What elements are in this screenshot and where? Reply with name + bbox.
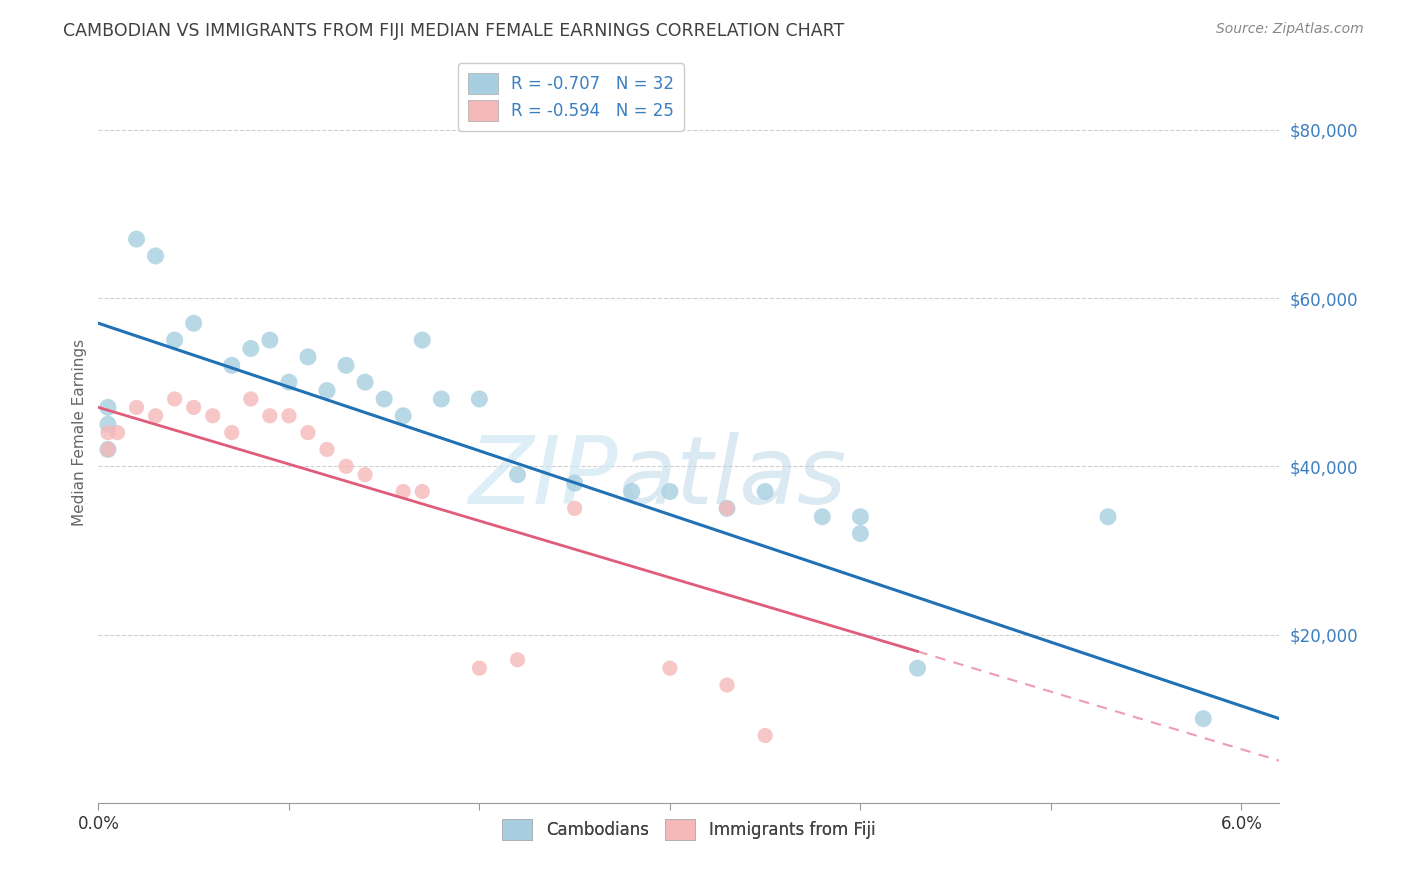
Point [97,401,120,415]
Point [392,409,415,423]
Point [411,333,433,347]
Point [468,661,491,675]
Point [239,342,262,356]
Point [754,484,776,499]
Point [183,401,205,415]
Text: Source: ZipAtlas.com: Source: ZipAtlas.com [1216,22,1364,37]
Point [316,384,339,398]
Point [239,392,262,406]
Point [125,232,148,246]
Point [411,484,433,499]
Point [316,442,339,457]
Point [849,526,872,541]
Point [335,359,357,373]
Legend: Cambodians, Immigrants from Fiji: Cambodians, Immigrants from Fiji [496,813,882,847]
Point [163,392,186,406]
Point [716,678,738,692]
Point [716,501,738,516]
Point [107,425,129,440]
Text: atlas: atlas [619,432,846,523]
Point [259,333,281,347]
Point [811,509,834,524]
Point [201,409,224,423]
Point [392,484,415,499]
Point [221,425,243,440]
Point [754,729,776,743]
Point [335,459,357,474]
Point [297,350,319,364]
Y-axis label: Median Female Earnings: Median Female Earnings [72,339,87,526]
Point [145,249,167,263]
Point [430,392,453,406]
Point [620,484,643,499]
Point [277,375,299,389]
Point [354,467,377,482]
Point [183,316,205,330]
Point [849,509,872,524]
Point [468,392,491,406]
Point [506,653,529,667]
Point [354,375,377,389]
Point [564,501,586,516]
Point [259,409,281,423]
Point [221,359,243,373]
Point [373,392,395,406]
Point [1192,712,1215,726]
Point [145,409,167,423]
Text: CAMBODIAN VS IMMIGRANTS FROM FIJI MEDIAN FEMALE EARNINGS CORRELATION CHART: CAMBODIAN VS IMMIGRANTS FROM FIJI MEDIAN… [63,22,845,40]
Point [658,661,681,675]
Point [97,417,120,432]
Point [297,425,319,440]
Point [277,409,299,423]
Point [97,442,120,457]
Point [1097,509,1119,524]
Point [97,442,120,457]
Point [125,401,148,415]
Point [658,484,681,499]
Point [564,476,586,491]
Text: ZIP: ZIP [468,432,619,523]
Point [907,661,929,675]
Point [716,501,738,516]
Point [97,425,120,440]
Point [506,467,529,482]
Point [163,333,186,347]
